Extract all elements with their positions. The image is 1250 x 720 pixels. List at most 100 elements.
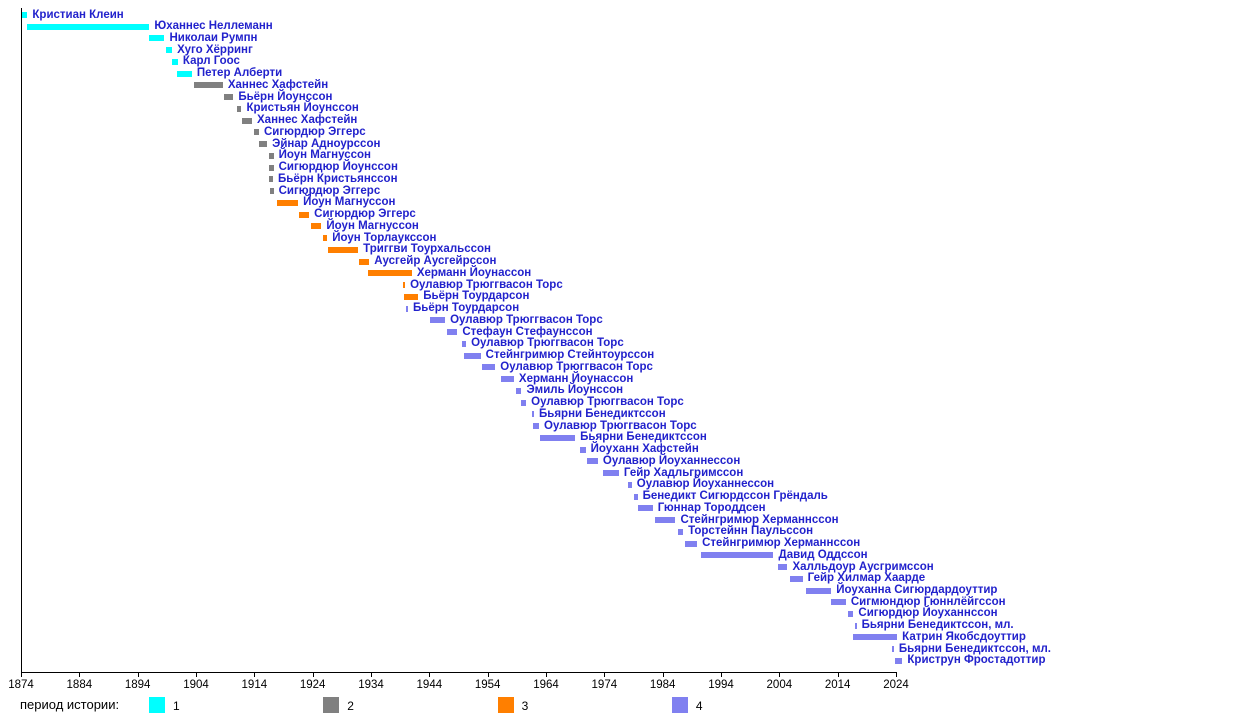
x-axis-tick [662,672,664,677]
timeline-bar [462,340,467,347]
timeline-bar [166,47,173,54]
x-axis-tick [429,672,431,677]
person-label: Херманн Йоунассон [518,372,634,385]
timeline-bar [406,305,408,312]
x-axis-tick-label: 1934 [358,679,384,691]
x-axis-tick [137,672,139,677]
person-label: Йоун Торлаукссон [332,231,437,244]
person-label: Бьярни Бенедиктссон, мл. [898,642,1051,655]
legend-item-label: 1 [173,699,180,713]
person-label: Катрин Якобсдоуттир [902,630,1026,643]
person-label: Николаи Румпн [169,31,258,44]
person-label: Йоун Магнуссон [278,149,371,162]
person-label: Сигюрдюр Эггерс [264,125,366,138]
x-axis-tick-label: 2004 [766,679,793,691]
person-label: Кристиан Клеин [32,8,124,21]
x-axis-tick [779,672,781,677]
timeline-bar [359,258,370,265]
x-axis-tick [487,672,489,677]
person-label: Бенедикт Сигюрдссон Грёндаль [642,490,828,503]
timeline-bar [539,434,576,441]
timeline-bar [177,70,192,77]
timeline-bar [299,211,310,218]
person-label: Криструн Фростадоттир [907,654,1046,667]
timeline-bar [27,23,150,30]
timeline-bar [254,129,259,136]
person-label: Давид Оддссон [778,548,868,561]
timeline-bar [310,223,322,230]
person-label: Петер Алберти [196,67,283,80]
timeline-bar [404,293,419,300]
x-axis-tick [196,672,197,677]
timeline-bar [172,58,178,65]
timeline-bar [602,470,619,477]
x-axis-tick-label: 2014 [824,679,851,691]
x-axis-tick-label: 1974 [591,679,618,691]
x-axis-tick-label: 1884 [66,679,93,691]
person-label: Оулавюр Йоуханнессон [636,478,775,491]
timeline-bar [655,517,676,524]
person-label: Эйнар Адноурссон [272,137,381,150]
timeline-bar [21,12,28,18]
legend-swatch-period-2 [323,697,340,713]
timeline-bar [268,176,273,183]
timeline-bar [482,364,496,371]
legend-swatch-period-1 [149,697,165,713]
timeline-bar [269,188,274,195]
timeline-bar [685,540,698,547]
legend-item-label: 2 [347,699,354,713]
timeline-bar [678,528,684,535]
timeline-bar [446,329,458,336]
person-label: Сигюрдюр Йоуханнссон [858,607,998,620]
timeline-bar [638,505,653,512]
person-label: Стефаун Стефаунссон [462,325,593,338]
timeline-bar [242,117,252,124]
timeline-bar [627,481,632,488]
person-label: Эмиль Йоунссон [526,384,624,397]
timeline-bar [268,164,274,171]
timeline-bar [777,564,788,570]
timeline-bar [501,376,514,383]
person-label: Оулавюр Йоуханнессон [602,454,741,467]
timeline-bar [403,282,406,289]
x-axis-tick [21,672,22,677]
timeline-bar [328,246,359,253]
timeline-bar [515,387,522,394]
timeline-bar [580,446,586,453]
timeline-bar [259,141,268,148]
x-axis-tick [837,672,839,677]
person-label: Сигмюндюр Гюннлёйгссон [850,595,1006,608]
legend-title: период истории: [20,697,120,712]
person-label: Оулавюр Трюггвасон Торс [531,396,684,409]
timeline-bar [464,352,481,359]
person-label: Стейнгримюр Херманнссон [702,537,861,550]
person-label: Торстейнн Паульссон [688,525,814,538]
person-label: Сигюрдюр Йоунссон [278,161,398,174]
person-label: Хуго Хёрринг [177,43,253,56]
timeline-bar [805,587,832,594]
x-axis-tick-label: 1904 [183,679,209,691]
person-label: Йоун Магнуссон [326,219,419,232]
x-axis-tick-label: 1944 [416,679,443,691]
timeline-bar [854,622,857,629]
person-label: Оулавюр Трюггвасон Торс [471,337,624,350]
x-axis-tick-label: 1994 [708,679,734,691]
timeline-bar [224,94,234,101]
person-label: Йоун Магнуссон [303,196,396,209]
person-label: Карл Гоос [182,55,240,68]
timeline-bar [790,575,803,582]
legend-swatch-period-4 [671,697,688,713]
x-axis-tick [254,672,256,677]
person-label: Юханнес Неллеманн [154,20,273,33]
timeline-bar [633,493,638,500]
timeline-bar [520,399,527,406]
person-label: Бьёрн Кристьянссон [278,172,398,185]
person-label: Оулавюр Трюггвасон Торс [450,313,603,326]
x-axis-line [21,672,897,673]
x-axis-tick-label: 1894 [124,679,151,691]
x-axis-tick-label: 1924 [299,679,326,691]
y-axis-spine [21,8,22,672]
x-axis-tick [312,672,314,677]
person-label: Оулавюр Трюггвасон Торс [500,360,653,373]
person-label: Ханнес Хафстейн [257,114,358,127]
